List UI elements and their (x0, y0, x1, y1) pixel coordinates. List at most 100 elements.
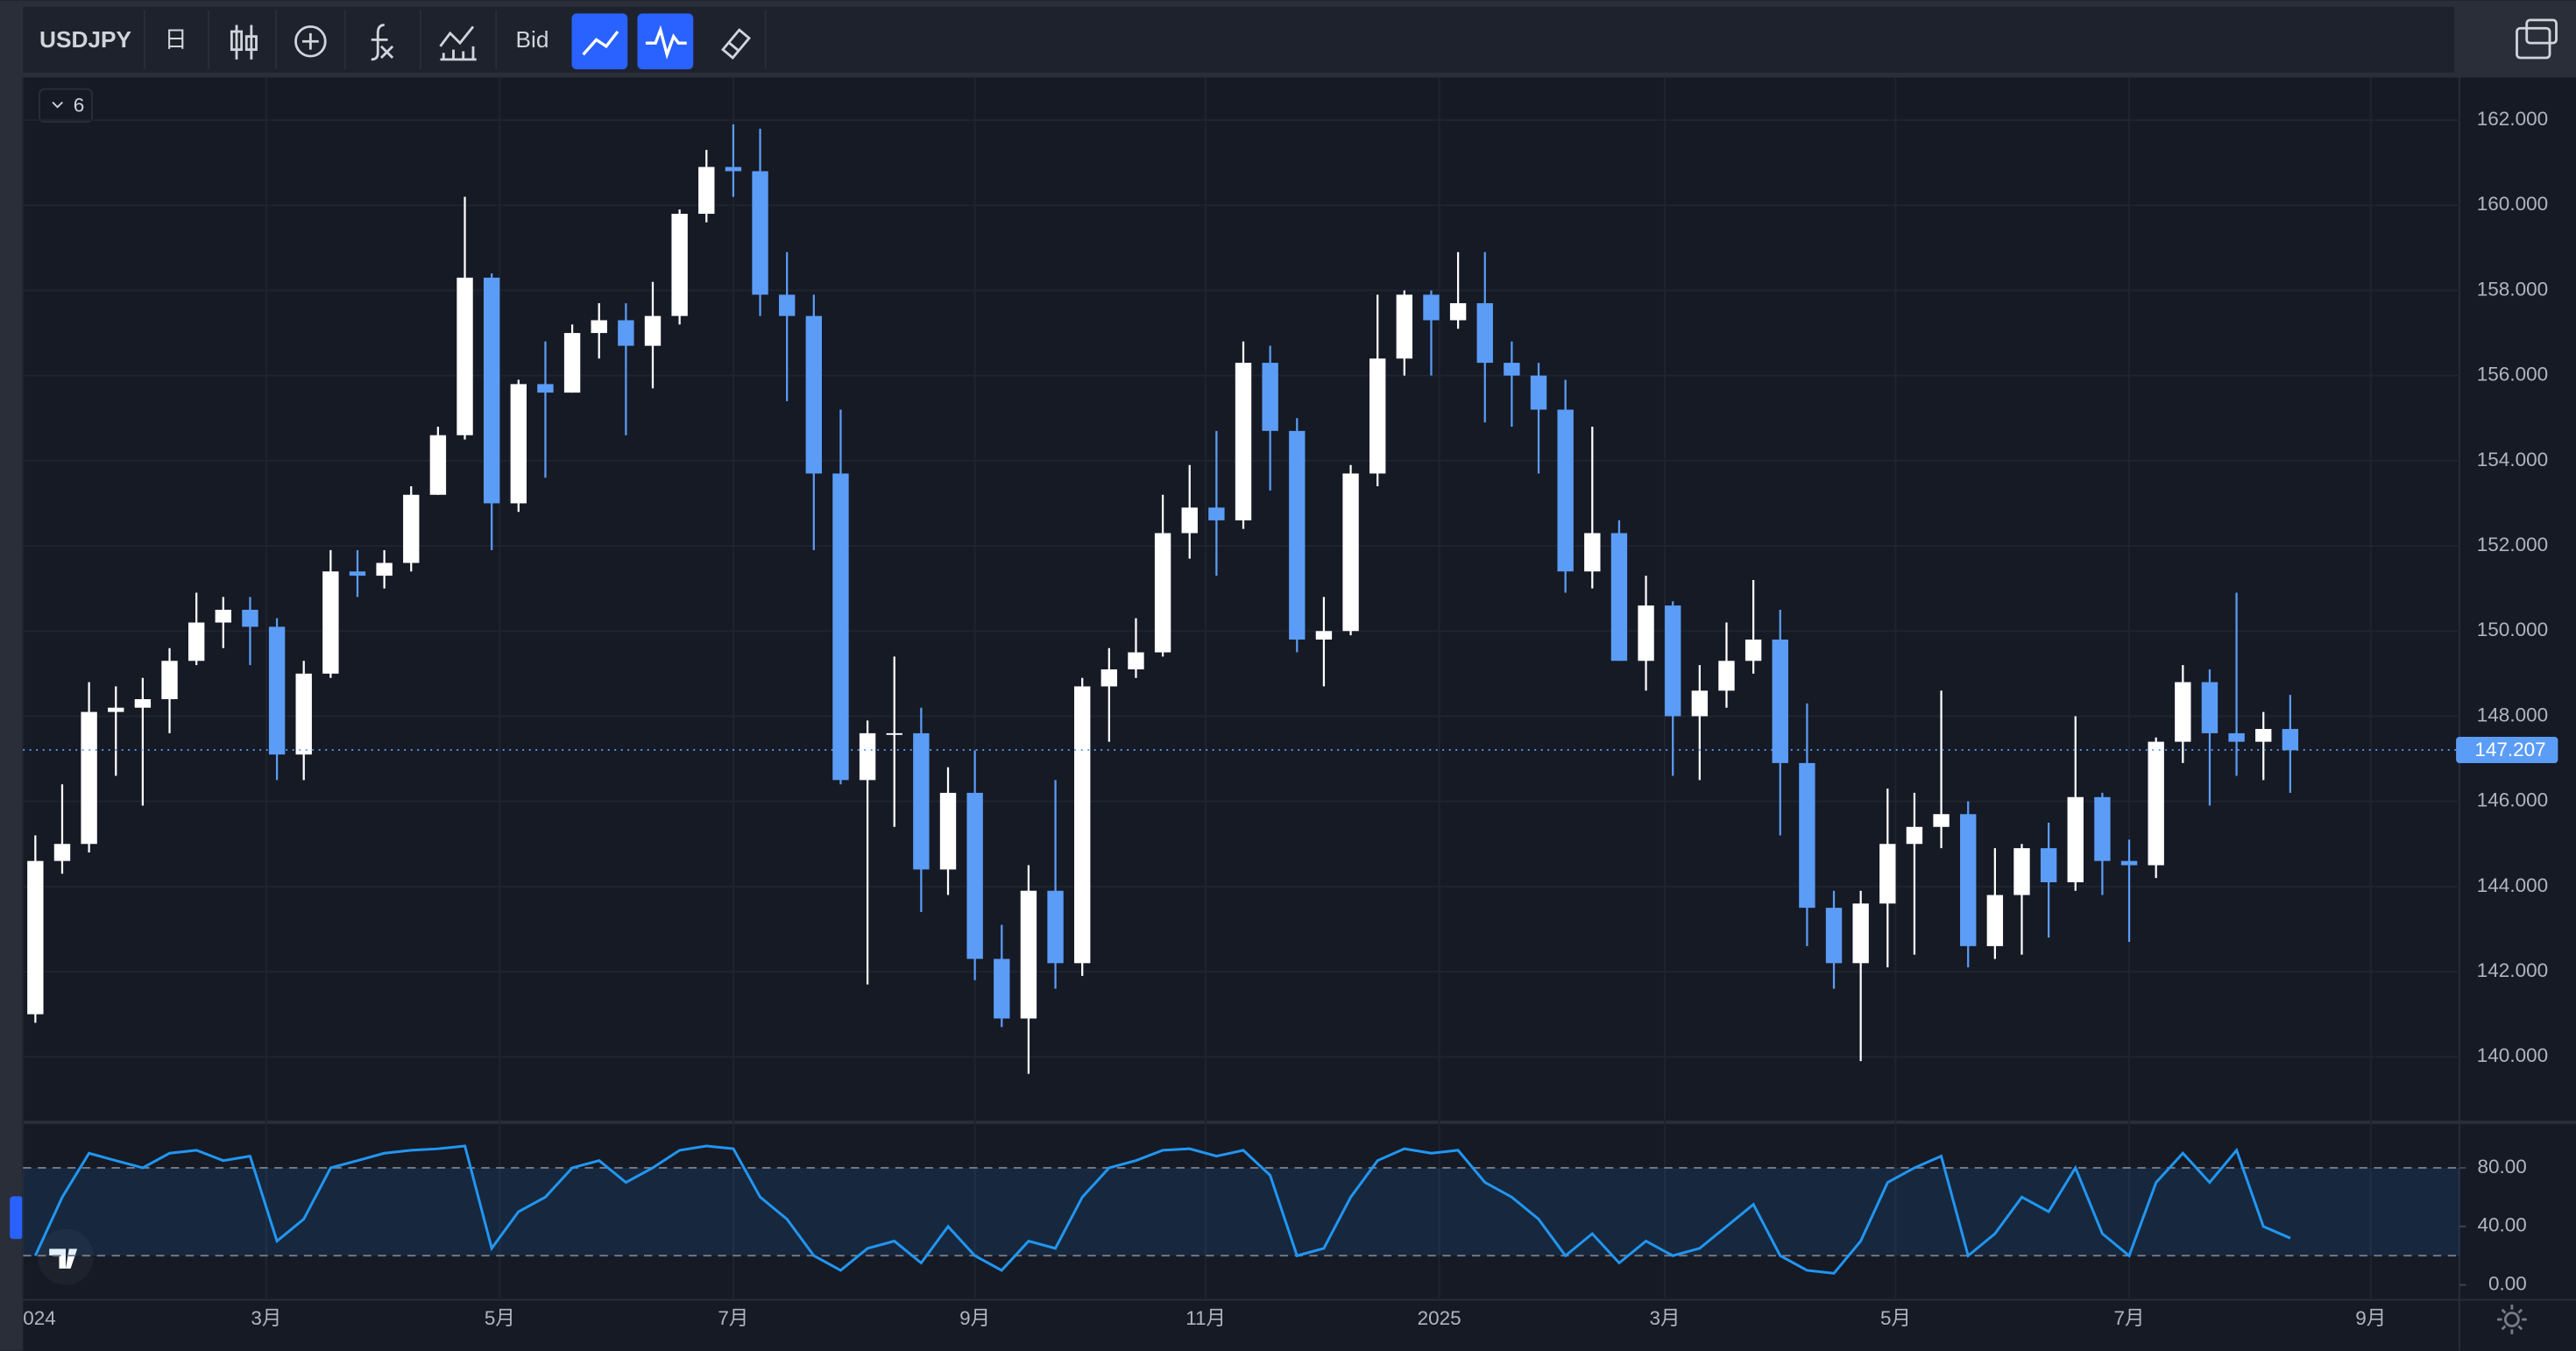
candle-body (2067, 796, 2084, 882)
x-tick-label: 3月 (251, 1307, 281, 1329)
candle-body (1691, 690, 1709, 717)
x-tick-label: 2025 (1418, 1307, 1461, 1329)
candle-body (1208, 507, 1225, 520)
candle-body (778, 294, 796, 316)
candle-body (53, 844, 71, 861)
candle-body (1154, 533, 1171, 653)
candle-body (429, 435, 447, 495)
last-price-label: 147.207 (2474, 739, 2545, 760)
y-tick-label: 150.000 (2477, 619, 2548, 640)
icon (582, 30, 619, 56)
candle-style-button[interactable] (230, 25, 258, 60)
interval[interactable]: 日 (165, 26, 188, 53)
candle-body (376, 562, 393, 576)
x-tick-label: 7月 (718, 1307, 748, 1329)
candle-body (2255, 729, 2272, 742)
y-tick-label: 160.000 (2477, 193, 2548, 215)
candle-body (537, 384, 554, 393)
candle-body (1504, 363, 1520, 376)
candle-body (1100, 668, 1118, 687)
time-axis (23, 1298, 2576, 1351)
candle-body (1933, 814, 1950, 827)
candle-body (725, 166, 742, 172)
toolbar (23, 6, 2455, 73)
candle-body (108, 707, 124, 712)
price-axis (2459, 77, 2576, 1298)
candle-body (1825, 908, 1843, 964)
candle-body (671, 214, 688, 316)
y-tick-label: 40.00 (2477, 1214, 2526, 1236)
candle-body (1557, 409, 1574, 572)
candle-body (966, 792, 983, 959)
candle-body (81, 711, 97, 845)
candle-body (349, 571, 366, 576)
candle-body (215, 609, 231, 623)
candle-body (805, 315, 823, 474)
price-pane (23, 77, 2459, 1121)
band-fill (23, 1167, 2459, 1256)
candle-body (1638, 605, 1654, 661)
y-tick-label: 0.00 (2488, 1273, 2527, 1295)
x-tick-label: 5月 (485, 1307, 515, 1329)
oscillator-line (33, 1144, 2291, 1275)
candle-body (27, 860, 44, 1015)
candle-body (268, 626, 286, 755)
price-source[interactable]: Bid (516, 26, 549, 53)
candle-body (886, 732, 902, 735)
candle-body (456, 277, 473, 435)
candle-body (832, 473, 849, 781)
candle-body (1906, 826, 1923, 845)
candle-body (2228, 732, 2245, 742)
x-tick-label: 5月 (1880, 1307, 1911, 1329)
candle-body (1879, 844, 1896, 904)
clear-drawings-button[interactable] (721, 28, 751, 60)
indicators-button[interactable] (371, 24, 394, 61)
candle-body (859, 732, 876, 781)
candle-body (403, 494, 420, 563)
symbol[interactable]: USDJPY (39, 26, 132, 53)
candle-body (1852, 903, 1869, 964)
candle-body (1449, 303, 1467, 321)
candle-body (1610, 533, 1628, 661)
candle-body (1369, 358, 1386, 474)
candle-body (1423, 294, 1440, 321)
templates-button[interactable] (439, 25, 477, 61)
x-tick-label: 9月 (2355, 1307, 2386, 1329)
candle-body (2094, 796, 2111, 861)
candle-body (2013, 848, 2030, 895)
layout-button[interactable] (2516, 18, 2558, 60)
oscillator-pane (23, 1123, 2459, 1298)
candle-body (1128, 652, 1144, 669)
candle-body (1584, 533, 1601, 572)
icon (52, 101, 63, 109)
candle-body (1289, 430, 1306, 640)
x-tick-label: 9月 (959, 1307, 990, 1329)
candle-body (1342, 473, 1359, 632)
y-tick-label: 146.000 (2477, 789, 2548, 811)
candle-body (563, 333, 581, 393)
x-tick-label: 7月 (2114, 1307, 2145, 1329)
y-tick-label: 80.00 (2477, 1156, 2526, 1178)
candle-body (483, 277, 500, 504)
side-tab[interactable] (10, 1196, 24, 1240)
icon (645, 25, 687, 60)
candle-body (1181, 507, 1198, 534)
candle-body (1262, 363, 1278, 431)
y-tick-label: 144.000 (2477, 874, 2548, 896)
candle-body (1020, 890, 1037, 1019)
y-tick-label: 142.000 (2477, 959, 2548, 981)
toggle-button[interactable] (637, 13, 694, 70)
plot-layer: 024 3月 5月 7月 9月 11月 2025 3月 5月 7月 9月 140.000 142.000… (22, 77, 2558, 1329)
candle-body (1047, 890, 1064, 964)
candle-body (188, 622, 205, 661)
candle-body (939, 792, 957, 870)
candle-body (1530, 375, 1547, 410)
compare-button[interactable] (294, 25, 327, 58)
y-tick-label: 152.000 (2477, 534, 2548, 555)
candle-body (994, 958, 1010, 1019)
settings-button[interactable] (2497, 1305, 2527, 1334)
indicator-toggle[interactable] (39, 88, 93, 124)
candle-body (2040, 848, 2057, 882)
candle-body (242, 609, 258, 627)
